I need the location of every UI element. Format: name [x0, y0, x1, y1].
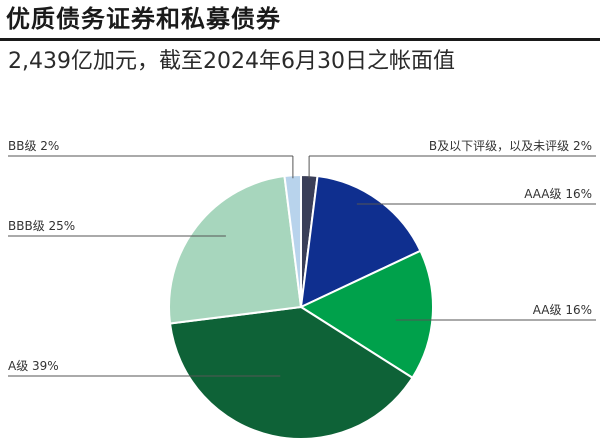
- pie-slice-2: [299, 174, 422, 309]
- chart-subtitle: 2,439亿加元，截至2024年6月30日之帐面值: [8, 49, 455, 74]
- slice-label-6: BB级 2%: [8, 139, 59, 153]
- pie-slice-3: [298, 249, 434, 380]
- slice-label-3: AA级 16%: [533, 303, 592, 317]
- slice-label-5: BBB级 25%: [8, 219, 75, 233]
- chart-title: 优质债务证券和私募债券: [6, 5, 281, 33]
- pie-slice-5: [168, 174, 303, 325]
- slice-label-4: A级 39%: [8, 359, 59, 373]
- slice-label-2: AAA级 16%: [524, 187, 592, 201]
- title-rule: [0, 38, 600, 41]
- slice-label-1: B及以下评级，以及未评级 2%: [429, 139, 592, 153]
- pie-slice-4: [168, 305, 414, 440]
